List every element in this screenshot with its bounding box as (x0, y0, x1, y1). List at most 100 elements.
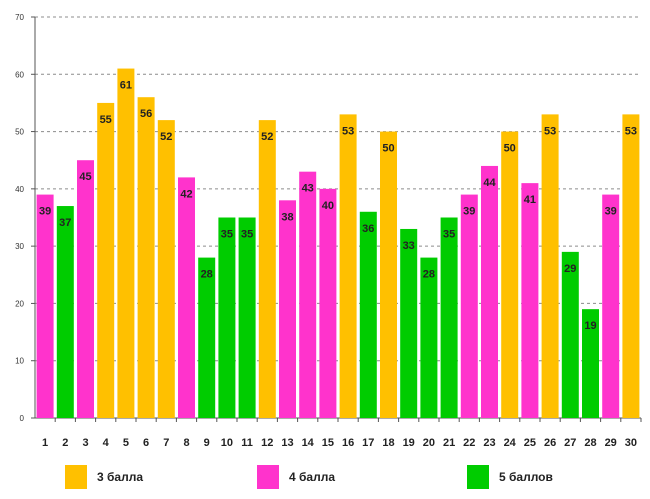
data-label-2: 37 (59, 217, 71, 229)
data-label-26: 53 (544, 125, 556, 137)
data-label-30: 53 (625, 125, 637, 137)
data-label-18: 50 (382, 143, 394, 155)
data-label-21: 35 (443, 229, 455, 241)
bar-16 (339, 114, 357, 418)
bar-23 (481, 165, 498, 418)
legend-swatch-3 (65, 465, 87, 489)
bar-17 (359, 211, 377, 418)
bar-15 (319, 188, 337, 418)
x-tick-label-11: 11 (241, 437, 253, 449)
bar-25 (521, 183, 539, 418)
bar-30 (622, 114, 640, 418)
data-label-20: 28 (423, 269, 435, 281)
data-label-13: 38 (281, 211, 293, 223)
data-label-15: 40 (322, 200, 334, 212)
x-tick-label-16: 16 (342, 437, 354, 449)
x-tick-label-30: 30 (625, 437, 637, 449)
data-label-7: 52 (160, 131, 172, 143)
bar-20 (420, 257, 438, 418)
x-tick-label-10: 10 (221, 437, 233, 449)
bar-18 (380, 131, 397, 419)
data-label-27: 29 (564, 263, 576, 275)
data-label-6: 56 (140, 108, 152, 120)
y-tick-label: 60 (15, 70, 24, 79)
data-label-19: 33 (403, 240, 415, 252)
data-label-3: 45 (79, 171, 91, 183)
x-tick-label-21: 21 (443, 437, 455, 449)
bar-3 (77, 160, 94, 418)
x-tick-label-20: 20 (423, 437, 435, 449)
bar-14 (299, 171, 317, 418)
y-tick-label: 40 (15, 185, 24, 194)
x-tick-label-29: 29 (605, 437, 617, 449)
x-tick-label-14: 14 (302, 437, 315, 449)
legend-label-5: 5 баллов (499, 470, 553, 484)
x-tick-label-5: 5 (123, 437, 129, 449)
bar-22 (460, 194, 478, 418)
bar-28 (582, 309, 599, 418)
x-tick-label-15: 15 (322, 437, 334, 449)
data-label-23: 44 (483, 177, 496, 189)
data-label-25: 41 (524, 194, 536, 206)
x-tick-label-22: 22 (463, 437, 475, 449)
bar-24 (501, 131, 519, 419)
y-tick-label: 20 (15, 299, 24, 308)
data-label-14: 43 (302, 183, 314, 195)
x-tick-label-4: 4 (103, 437, 110, 449)
x-tick-label-27: 27 (564, 437, 576, 449)
bar-12 (258, 120, 276, 418)
bar-8 (178, 177, 195, 418)
y-tick-label: 50 (15, 128, 24, 137)
data-label-5: 61 (120, 80, 132, 92)
x-tick-label-28: 28 (584, 437, 596, 449)
bar-26 (541, 114, 559, 418)
bar-19 (400, 228, 418, 418)
x-tick-label-1: 1 (42, 437, 48, 449)
bar-5 (117, 68, 135, 419)
bar-6 (137, 97, 155, 418)
bar-10 (218, 217, 236, 418)
x-tick-label-18: 18 (382, 437, 394, 449)
data-label-29: 39 (605, 206, 617, 218)
data-label-8: 42 (180, 188, 192, 200)
legend-label-4: 4 балла (289, 470, 336, 484)
data-labels: 39 37 45 55 61 56 52 42 28 35 35 52 38 43 40 53 36 50 33 28… (39, 80, 637, 333)
bar-4 (97, 102, 115, 418)
x-tick-label-2: 2 (62, 437, 68, 449)
legend-swatch-5 (467, 465, 489, 489)
x-tick-labels: 1 2 3 4 5 6 7 8 9 10 11 12 13 14 15 16 17 18 19 20 21 22 23 24 2… (42, 437, 637, 449)
x-tick-label-6: 6 (143, 437, 149, 449)
x-tick-label-3: 3 (82, 437, 88, 449)
bar-11 (238, 217, 256, 418)
legend-item-4: 4 балла (257, 464, 335, 490)
bar-13 (279, 200, 296, 418)
x-tick-label-13: 13 (281, 437, 293, 449)
legend-item-3: 3 балла (65, 464, 143, 490)
legend-item-5: 5 баллов (467, 464, 553, 490)
axes (31, 16, 642, 422)
data-label-1: 39 (39, 206, 51, 218)
bar-1 (36, 194, 54, 418)
bar-7 (157, 120, 175, 418)
data-label-11: 35 (241, 229, 253, 241)
bar-29 (602, 194, 620, 418)
y-tick-label: 30 (15, 242, 24, 251)
x-tick-label-25: 25 (524, 437, 536, 449)
y-tick-label: 10 (15, 357, 24, 366)
legend-label-3: 3 балла (97, 470, 144, 484)
x-tick-label-17: 17 (362, 437, 374, 449)
bar-9 (198, 257, 216, 418)
y-tick-label: 0 (20, 414, 25, 423)
x-tick-label-24: 24 (504, 437, 517, 449)
data-label-16: 53 (342, 125, 354, 137)
data-label-9: 28 (201, 269, 213, 281)
x-tick-label-19: 19 (403, 437, 415, 449)
bar-21 (440, 217, 458, 418)
grid-lines (35, 16, 641, 362)
data-label-24: 50 (504, 143, 516, 155)
data-label-4: 55 (100, 114, 112, 126)
legend-swatch-4 (257, 465, 279, 489)
data-label-10: 35 (221, 229, 233, 241)
data-label-28: 19 (584, 320, 596, 332)
